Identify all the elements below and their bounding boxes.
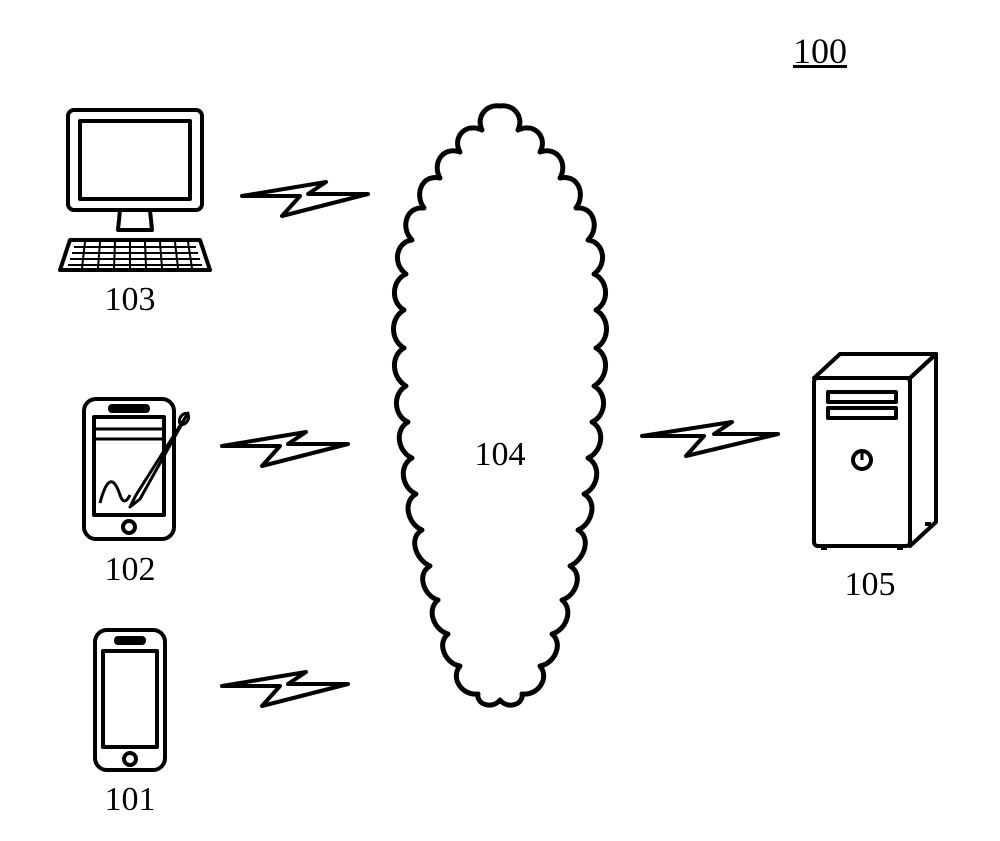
server-label: 105 — [845, 566, 896, 604]
desktop-icon — [60, 105, 210, 275]
tablet-label: 102 — [105, 551, 156, 589]
wireless-link-cloud-server — [640, 420, 780, 470]
wireless-link-tablet-cloud — [220, 430, 350, 480]
figure-title: 100 — [793, 30, 847, 72]
desktop-label: 103 — [105, 281, 156, 319]
diagram-canvas: 100 103 — [0, 0, 1000, 841]
cloud-label: 104 — [475, 436, 526, 474]
smartphone-icon — [90, 625, 170, 775]
tablet-icon — [80, 395, 190, 545]
wireless-link-smartphone-cloud — [220, 670, 350, 720]
cloud-icon — [390, 100, 610, 705]
smartphone-label: 101 — [105, 781, 156, 819]
server-icon — [810, 350, 940, 550]
wireless-link-desktop-cloud — [240, 180, 370, 230]
